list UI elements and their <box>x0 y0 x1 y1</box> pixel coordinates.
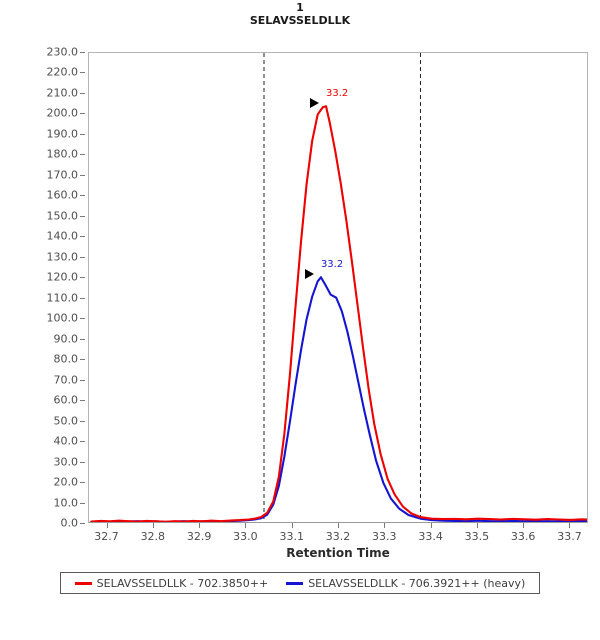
y-tick-label: 140.0 <box>46 229 79 243</box>
x-tick-mark <box>476 523 478 528</box>
y-tick-label: 70.0 <box>53 373 79 387</box>
y-tick-mark <box>80 154 85 156</box>
y-tick-mark <box>80 215 85 217</box>
y-tick-label: 170.0 <box>46 168 79 182</box>
x-tick-label: 33.4 <box>418 530 443 543</box>
y-tick-mark <box>80 523 85 524</box>
x-tick-label: 33.3 <box>372 530 397 543</box>
chromatogram-plot <box>90 53 588 522</box>
y-tick-mark <box>80 72 85 74</box>
y-tick-mark <box>80 379 85 381</box>
peak-apex-marker-light-icon[interactable] <box>310 98 320 109</box>
y-tick-mark <box>80 441 85 443</box>
y-tick-mark <box>80 256 85 258</box>
y-tick-mark <box>80 195 85 197</box>
x-tick-label: 32.9 <box>186 530 212 543</box>
chart-legend: SELAVSSELDLLK - 702.3850++ SELAVSSELDLLK … <box>60 572 540 594</box>
y-tick-label: 130.0 <box>46 250 79 264</box>
x-tick-mark <box>430 523 432 528</box>
x-tick-label: 32.7 <box>94 530 119 543</box>
y-tick-mark <box>80 502 85 504</box>
legend-label: SELAVSSELDLLK - 706.3921++ (heavy) <box>308 576 526 590</box>
integration-boundaries <box>263 53 421 522</box>
x-tick-label: 33.2 <box>325 530 351 543</box>
y-tick-label: 190.0 <box>46 127 79 141</box>
y-tick-label: 110.0 <box>46 291 79 305</box>
peak-apex-marker-heavy-icon[interactable] <box>304 269 314 280</box>
y-tick-label: 100.0 <box>46 311 79 325</box>
legend-label: SELAVSSELDLLK - 702.3850++ <box>96 576 269 590</box>
y-tick-label: 0.0 <box>60 516 79 530</box>
y-tick-mark <box>80 482 85 484</box>
x-tick-mark <box>152 523 154 528</box>
y-tick-mark <box>80 92 85 94</box>
y-tick-mark <box>80 461 85 463</box>
y-tick-label: 40.0 <box>53 434 79 448</box>
y-axis: 230.0 220.0 210.0 200.0 190.0 180.0 170.0 160.0… <box>0 47 88 529</box>
y-tick-mark <box>80 400 85 402</box>
chart-title-index: 1 <box>296 1 304 14</box>
y-tick-mark <box>80 52 85 53</box>
y-tick-mark <box>80 113 85 115</box>
x-tick-mark <box>338 523 339 528</box>
y-tick-label: 210.0 <box>46 86 79 100</box>
y-tick-label: 120.0 <box>46 270 79 284</box>
chromatogram-trace-light[interactable] <box>90 105 588 522</box>
legend-color-swatch <box>74 581 92 585</box>
y-tick-label: 20.0 <box>53 475 79 489</box>
x-tick-mark <box>291 523 293 528</box>
x-axis: 32.7 32.8 32.9 33.0 33.1 33.2 33.3 33.4 33.5 33.6… <box>88 523 588 563</box>
y-tick-mark <box>80 236 85 238</box>
x-tick-label: 33.7 <box>557 530 582 543</box>
peak-label-heavy: 33.2 <box>320 259 344 271</box>
y-tick-label: 30.0 <box>53 455 79 469</box>
y-tick-label: 90.0 <box>53 332 79 346</box>
y-tick-label: 160.0 <box>46 188 79 202</box>
x-tick-label: 33.0 <box>233 530 258 543</box>
y-tick-mark <box>80 277 85 279</box>
y-tick-label: 150.0 <box>46 209 79 223</box>
peak-label-light: 33.2 <box>326 88 349 100</box>
chart-title-peptide: SELAVSSELDLLK <box>249 13 351 27</box>
plot-area[interactable] <box>88 52 588 523</box>
y-tick-label: 220.0 <box>46 65 79 79</box>
y-tick-label: 230.0 <box>46 45 79 59</box>
x-tick-mark <box>569 523 571 528</box>
y-tick-mark <box>80 133 85 135</box>
y-tick-mark <box>80 297 85 299</box>
y-tick-mark <box>80 338 85 340</box>
x-tick-mark <box>384 523 386 528</box>
legend-color-swatch <box>286 581 304 585</box>
x-tick-label: 32.8 <box>140 530 166 543</box>
x-tick-label: 33.5 <box>464 530 490 543</box>
chart-title-block: 1 SELAVSSELDLLK <box>0 1 600 27</box>
y-tick-label: 60.0 <box>53 393 79 407</box>
y-tick-mark <box>80 359 85 361</box>
x-tick-mark <box>199 523 201 528</box>
chromatogram-window: 1 SELAVSSELDLLK 230.0 220.0 210.0 200.0 190.… <box>0 1 600 594</box>
chromatogram-trace-heavy[interactable] <box>90 276 588 522</box>
y-tick-label: 50.0 <box>53 414 79 428</box>
legend-entry[interactable]: SELAVSSELDLLK - 706.3921++ (heavy) <box>286 577 525 590</box>
x-axis-title: Retention Time <box>286 546 390 560</box>
y-tick-label: 180.0 <box>46 147 79 161</box>
y-tick-label: 80.0 <box>53 352 79 366</box>
y-tick-mark <box>80 318 85 320</box>
x-tick-mark <box>523 523 525 528</box>
y-tick-mark <box>80 174 85 176</box>
x-tick-mark <box>106 523 108 528</box>
y-tick-label: 10.0 <box>53 496 79 510</box>
x-tick-mark <box>245 523 247 528</box>
y-tick-label: 200.0 <box>46 106 79 120</box>
legend-entry[interactable]: SELAVSSELDLLK - 702.3850++ <box>74 576 269 590</box>
x-tick-label: 33.1 <box>279 530 304 543</box>
y-tick-mark <box>80 420 85 422</box>
x-tick-label: 33.6 <box>510 530 536 543</box>
